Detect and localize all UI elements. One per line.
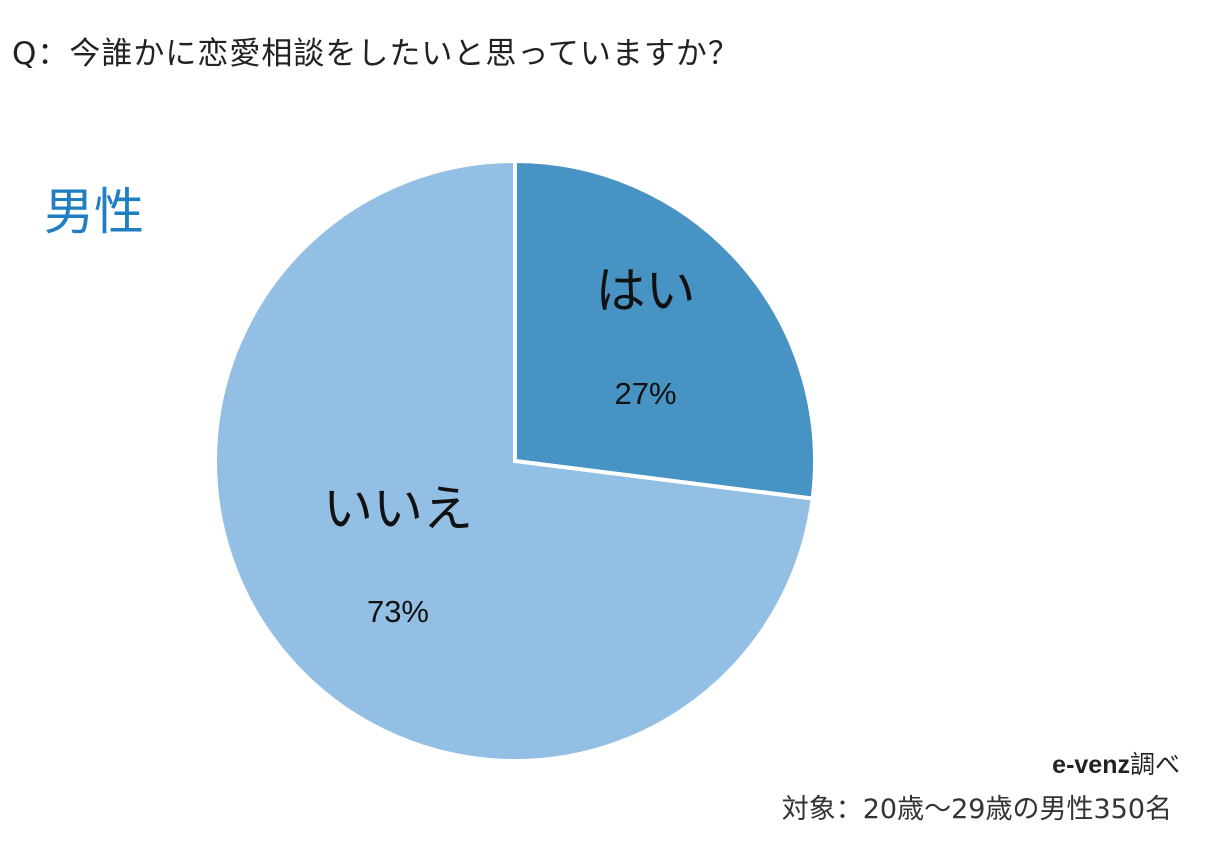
group-label: 男性 <box>44 183 144 241</box>
pie-percent-0: 27% <box>614 376 676 411</box>
pie-percent-1: 73% <box>367 594 429 629</box>
question-title: Q：今誰かに恋愛相談をしたいと思っていますか？ <box>12 36 740 72</box>
pie-label-1: いいえ <box>323 480 473 538</box>
pie-slice-1 <box>213 158 815 763</box>
pie-label-0: はい <box>596 262 696 320</box>
source-credit: e-venz調べ <box>1052 745 1180 781</box>
source-brand: e-venz <box>1052 751 1130 779</box>
survey-target: 対象：20歳〜29歳の男性350名 <box>781 794 1172 825</box>
source-suffix: 調べ <box>1129 750 1180 779</box>
pie-slice-0 <box>513 158 817 501</box>
